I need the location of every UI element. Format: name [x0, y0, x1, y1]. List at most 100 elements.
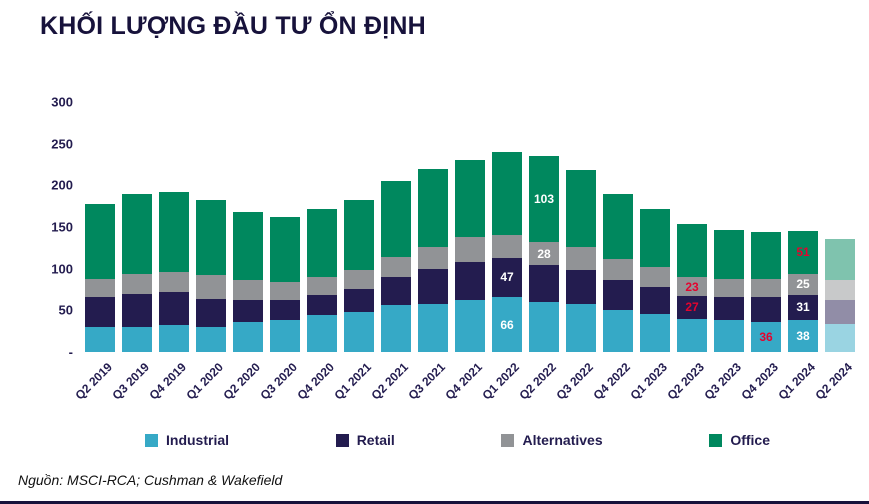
bar-value-label: 28 [537, 246, 551, 261]
bar-q2-2023: 27 23 [677, 223, 707, 352]
y-axis: 300 250 200 150 100 50 - [30, 95, 85, 360]
x-axis-label: Q2 2021 [368, 360, 411, 403]
legend-swatch-industrial [145, 433, 158, 447]
y-axis-tick: 300 [51, 94, 73, 110]
source-text: Nguồn: MSCI-RCA; Cushman & Wakefield [18, 472, 283, 488]
bar-segment-industrial: 36 [751, 322, 781, 352]
bar-q1-2020 [196, 200, 226, 352]
x-axis-cell: Q4 2019 [146, 352, 189, 424]
bar-segment-retail [85, 297, 115, 327]
bar-segment-industrial [159, 325, 189, 352]
x-axis-label: Q3 2021 [405, 360, 448, 403]
x-axis-label: Q4 2023 [738, 360, 781, 403]
bar-q4-2020 [307, 208, 337, 352]
bar-value-label: 38 [796, 329, 810, 344]
bar-q1-2021 [344, 200, 374, 352]
x-axis-cell: Q1 2022 [479, 352, 522, 424]
bar-value-label: 51 [796, 245, 810, 260]
x-axis-cell: Q4 2022 [590, 352, 633, 424]
bar-segment-retail [825, 300, 855, 324]
x-axis-label: Q4 2021 [442, 360, 485, 403]
bottom-border [0, 501, 869, 504]
x-axis-label: Q1 2022 [479, 360, 522, 403]
bar-segment-retail [344, 288, 374, 312]
x-axis-cell: Q1 2020 [183, 352, 226, 424]
legend-swatch-retail [335, 433, 349, 447]
legend-label: Alternatives [522, 432, 603, 448]
bar-segment-industrial [825, 323, 855, 352]
x-axis-cell: Q2 2019 [72, 352, 115, 424]
bar-segment-office [85, 203, 115, 279]
x-axis-cell: Q3 2019 [109, 352, 152, 424]
bar-segment-industrial: 38 [788, 320, 818, 352]
x-axis-label: Q1 2020 [183, 360, 226, 403]
bar-segment-office [122, 193, 152, 274]
bar-value-label: 31 [796, 300, 810, 315]
y-axis-tick: 100 [51, 261, 73, 277]
bar-q1-2023 [640, 208, 670, 352]
bar-q2-2019 [85, 203, 115, 352]
bar-q2-2022: 28 103 [529, 156, 559, 352]
bar-segment-office [381, 181, 411, 258]
x-axis-cell: Q3 2023 [701, 352, 744, 424]
x-axis-cell: Q3 2021 [405, 352, 448, 424]
x-axis-cell: Q1 2024 [775, 352, 818, 424]
bar-segment-industrial [196, 327, 226, 352]
x-axis-label: Q3 2020 [257, 360, 300, 403]
bar-segment-alternatives [640, 267, 670, 288]
bar-segment-industrial [122, 327, 152, 352]
bar-segment-industrial [640, 313, 670, 352]
legend-label: Office [730, 432, 770, 448]
bar-segment-office [640, 208, 670, 268]
bar-q1-2024: 38 31 25 51 [788, 231, 818, 352]
legend-label: Industrial [166, 432, 230, 448]
bar-segment-retail [418, 268, 448, 304]
bar-segment-office [825, 238, 855, 281]
bar-segment-industrial [677, 318, 707, 352]
bar-segment-industrial [714, 320, 744, 352]
bar-segment-industrial [529, 302, 559, 352]
x-axis-label: Q3 2019 [109, 360, 152, 403]
bar-segment-alternatives: 28 [529, 242, 559, 266]
bar-segment-office [159, 192, 189, 273]
bar-q3-2022 [566, 169, 596, 352]
bar-q2-2021 [381, 181, 411, 352]
bar-q2-2020 [233, 212, 263, 352]
bar-segment-alternatives [159, 272, 189, 293]
y-axis-tick: 200 [51, 177, 73, 193]
bar-segment-retail [159, 292, 189, 326]
bar-segment-industrial [418, 303, 448, 352]
bar-segment-retail [603, 280, 633, 311]
page-title: KHỐI LƯỢNG ĐẦU TƯ ỔN ĐỊNH [40, 12, 426, 40]
x-axis-cell: Q3 2022 [553, 352, 596, 424]
bar-segment-industrial [233, 322, 263, 352]
bar-segment-alternatives [307, 277, 337, 296]
legend-swatch-office [709, 433, 723, 447]
bar-segment-retail: 27 [677, 296, 707, 319]
x-axis-cell: Q2 2023 [664, 352, 707, 424]
legend-swatch-alternatives [501, 433, 515, 447]
legend-item-retail: Retail [335, 432, 395, 448]
bar-q1-2022: 66 47 [492, 152, 522, 352]
bar-segment-office [455, 159, 485, 238]
legend-item-industrial: Industrial [145, 432, 229, 448]
bar-segment-alternatives [270, 282, 300, 301]
bar-segment-retail [529, 265, 559, 302]
x-axis-cell: Q2 2024 [812, 352, 855, 424]
bar-q2-2024 [825, 238, 855, 352]
bar-segment-office [418, 168, 448, 248]
x-axis-label: Q2 2020 [220, 360, 263, 403]
x-axis-label: Q3 2022 [553, 360, 596, 403]
bar-segment-alternatives [381, 257, 411, 278]
bar-segment-office [714, 230, 744, 279]
legend-label: Retail [356, 432, 395, 448]
y-axis-tick: - [68, 344, 73, 360]
bar-segment-retail [270, 300, 300, 321]
bar-q4-2022 [603, 193, 633, 352]
bar-value-label: 27 [685, 300, 699, 315]
bar-q3-2021 [418, 168, 448, 352]
bar-segment-retail [455, 262, 485, 301]
bar-segment-office [233, 212, 263, 281]
x-axis-label: Q2 2022 [516, 360, 559, 403]
bar-segment-retail [751, 297, 781, 322]
